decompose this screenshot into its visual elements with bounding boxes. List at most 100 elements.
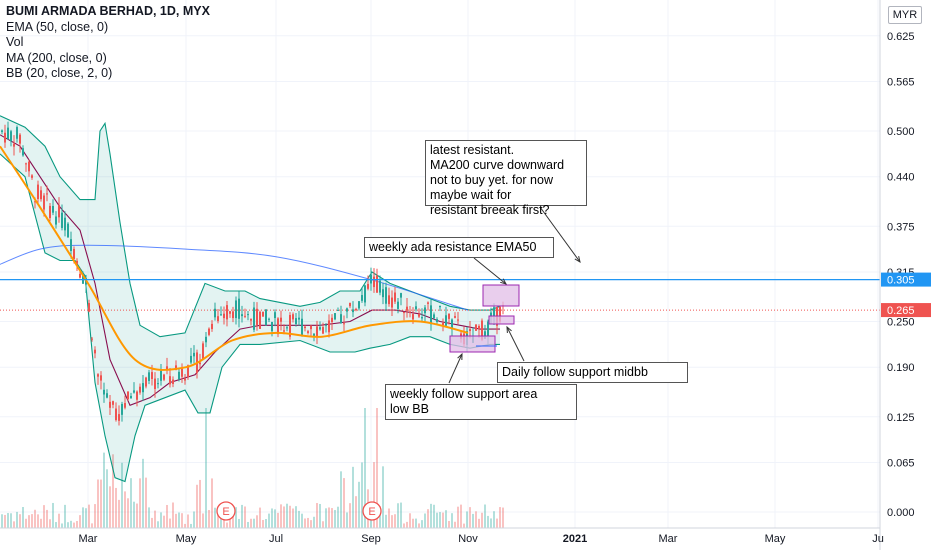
candle-body <box>37 184 39 200</box>
time-tick-label: 2021 <box>563 533 587 545</box>
volume-bar <box>79 515 81 528</box>
volume-bar <box>88 504 90 528</box>
price-marker <box>881 303 931 318</box>
volume-bar <box>343 478 345 528</box>
note-daily-support[interactable]: Daily follow support midbb <box>497 362 688 383</box>
time-tick-label: Mar <box>659 533 678 545</box>
volume-bar <box>364 408 366 528</box>
volume-bar <box>433 504 435 528</box>
candle-body <box>268 318 270 320</box>
volume-bars <box>1 408 504 528</box>
volume-bar <box>7 513 9 528</box>
volume-bar <box>232 511 234 528</box>
volume-bar <box>10 513 12 528</box>
volume-bar <box>19 514 21 528</box>
price-axis: 0.0000.0650.1250.1900.2500.3150.3750.440… <box>879 0 931 550</box>
volume-bar <box>478 518 480 528</box>
volume-bar <box>208 509 210 528</box>
candle-body <box>10 131 12 142</box>
volume-bar <box>118 499 120 528</box>
candle-body <box>343 323 345 325</box>
volume-bar <box>463 523 465 528</box>
volume-bar <box>193 511 195 528</box>
indicator-ema50[interactable]: EMA (50, close, 0) <box>6 19 109 34</box>
volume-bar <box>82 507 84 528</box>
candle-body <box>469 329 471 332</box>
candle-body <box>493 307 495 317</box>
volume-bar <box>499 507 501 528</box>
candle-body <box>457 319 459 321</box>
volume-bar <box>34 509 36 528</box>
volume-bar <box>202 513 204 528</box>
volume-bar <box>274 509 276 528</box>
volume-bar <box>199 479 201 528</box>
volume-bar <box>352 466 354 528</box>
candle-body <box>271 322 273 332</box>
indicator-bb[interactable]: BB (20, close, 2, 0) <box>6 66 113 80</box>
candle-body <box>181 368 183 377</box>
highlight-box <box>482 284 520 307</box>
volume-bar <box>484 504 486 528</box>
candle-body <box>331 317 333 323</box>
indicator-ma200[interactable]: MA (200, close, 0) <box>6 50 107 65</box>
volume-bar <box>310 520 312 528</box>
indicator-vol[interactable]: Vol <box>6 35 24 49</box>
candle-body <box>214 308 216 318</box>
candle-body <box>64 217 66 231</box>
volume-bar <box>154 510 156 528</box>
candle-body <box>322 327 324 334</box>
volume-bar <box>442 512 444 528</box>
highlight-box <box>488 315 515 325</box>
volume-bar <box>205 408 207 528</box>
candle-body <box>193 352 195 357</box>
volume-bar <box>472 513 474 528</box>
candle-body <box>490 312 492 317</box>
candle-body <box>433 314 435 319</box>
volume-bar <box>286 503 288 528</box>
volume-bar <box>427 509 429 528</box>
volume-bar <box>496 518 498 528</box>
candle-body <box>346 308 348 312</box>
candle-body <box>52 205 54 213</box>
chart-legend: BUMI ARMADA BERHAD, 1D, MYX EMA (50, clo… <box>6 4 210 82</box>
candle-body <box>442 322 444 326</box>
price-marker <box>881 272 931 287</box>
candle-body <box>142 383 144 393</box>
price-tick-label: 0.125 <box>887 412 915 424</box>
volume-bar <box>322 521 324 528</box>
candle-body <box>241 314 243 317</box>
note-line: not to buy yet. for now <box>430 173 553 187</box>
volume-bar <box>424 513 426 528</box>
note-weekly-support[interactable]: weekly follow support area low BB <box>385 384 577 420</box>
candle-body <box>163 374 165 380</box>
currency-button[interactable]: MYR <box>888 6 922 24</box>
candle-body <box>379 280 381 293</box>
volume-bar <box>358 481 360 528</box>
symbol-title[interactable]: BUMI ARMADA BERHAD, 1D, MYX <box>6 4 210 18</box>
time-tick-label: Jul <box>269 533 283 545</box>
volume-bar <box>76 520 78 528</box>
note-latest-resistant[interactable]: latest resistant. MA200 curve downward n… <box>425 140 587 217</box>
volume-bar <box>106 469 108 528</box>
candle-body <box>124 403 126 408</box>
candle-body <box>250 319 252 321</box>
candle-body <box>139 386 141 393</box>
candle-body <box>208 328 210 335</box>
candle-body <box>151 372 153 379</box>
volume-bar <box>169 518 171 528</box>
candle-body <box>130 395 132 399</box>
volume-bar <box>142 458 144 528</box>
volume-bar <box>166 504 168 528</box>
volume-bar <box>61 523 63 528</box>
candle-body <box>265 309 267 326</box>
volume-bar <box>157 521 159 528</box>
time-tick-label: May <box>765 533 786 545</box>
candle-body <box>247 314 249 316</box>
candle-body <box>256 308 258 325</box>
candle-body <box>109 401 111 408</box>
volume-bar <box>355 496 357 528</box>
note-weekly-resistance[interactable]: weekly ada resistance EMA50 <box>364 237 554 258</box>
volume-bar <box>271 508 273 528</box>
volume-bar <box>64 504 66 528</box>
